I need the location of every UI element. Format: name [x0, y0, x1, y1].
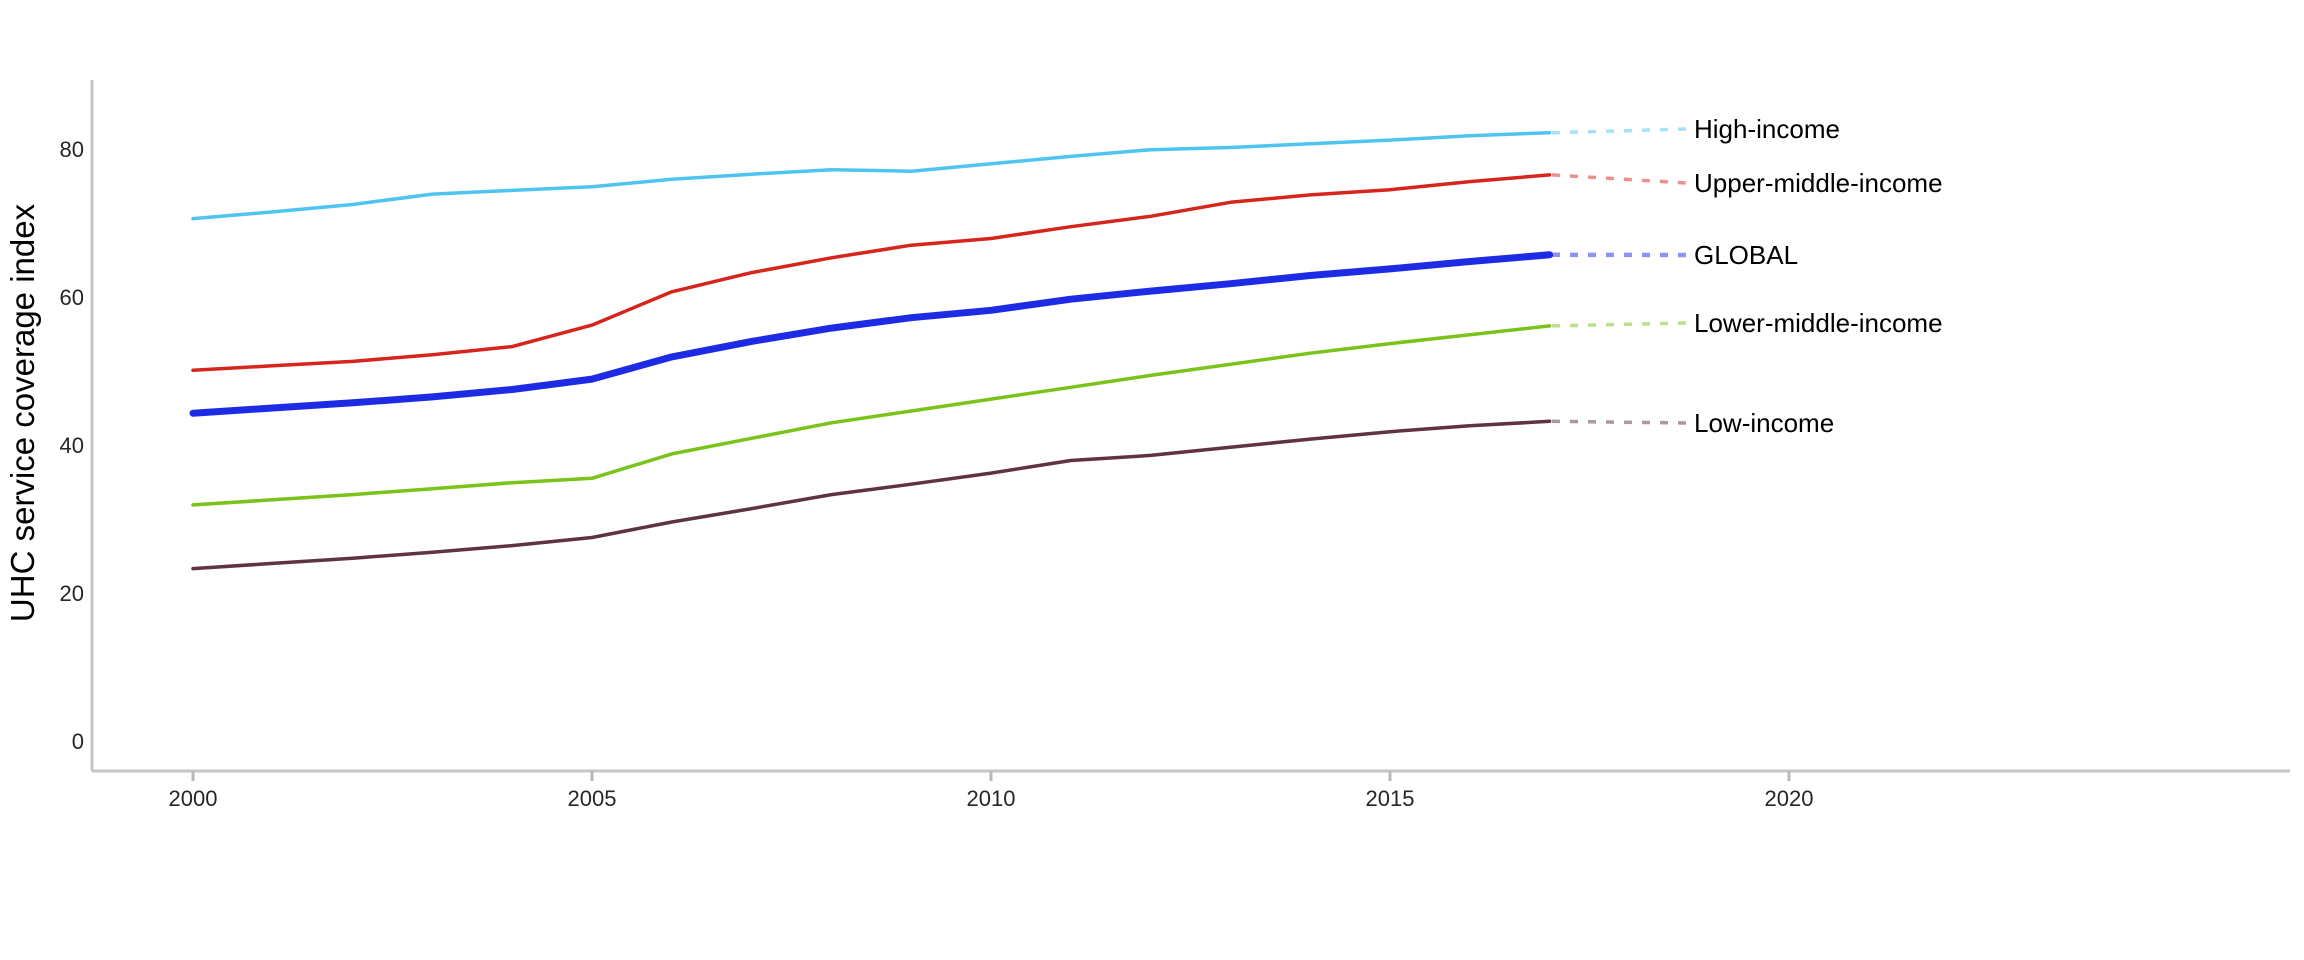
- y-axis-title: UHC service coverage index: [4, 203, 41, 622]
- x-tick-label: 2015: [1366, 786, 1415, 811]
- chart-generated-content: 2000 2005 2010 2015 2020 0 20 40 60 80 High-income…: [60, 114, 1943, 811]
- series-connector-low-income: [1551, 419, 1687, 425]
- series-label-low-income: Low-income: [1694, 408, 1834, 438]
- y-tick-label: 40: [60, 433, 84, 458]
- series-line-lower-middle-income: [191, 324, 1552, 507]
- x-tick-label: 2010: [967, 786, 1016, 811]
- series-label-global: GLOBAL: [1694, 240, 1798, 270]
- y-tick-label: 20: [60, 581, 84, 606]
- x-tick-label: 2020: [1765, 786, 1814, 811]
- series-line-upper-middle-income: [191, 173, 1552, 373]
- series-line-low-income: [191, 419, 1552, 571]
- y-tick-label: 80: [60, 137, 84, 162]
- series-connector-high-income: [1551, 127, 1687, 135]
- series-connector-upper-middle-income: [1551, 173, 1687, 185]
- series-label-upper-middle-income: Upper-middle-income: [1694, 168, 1943, 198]
- series-connector-lower-middle-income: [1551, 321, 1687, 328]
- series-line-high-income: [191, 130, 1552, 221]
- series-label-high-income: High-income: [1694, 114, 1840, 144]
- x-tick-label: 2005: [568, 786, 617, 811]
- y-tick-label: 60: [60, 285, 84, 310]
- series-label-lower-middle-income: Lower-middle-income: [1694, 308, 1943, 338]
- x-tick-label: 2000: [169, 786, 218, 811]
- y-tick-label: 0: [72, 729, 84, 754]
- series-line-global: [189, 251, 1554, 417]
